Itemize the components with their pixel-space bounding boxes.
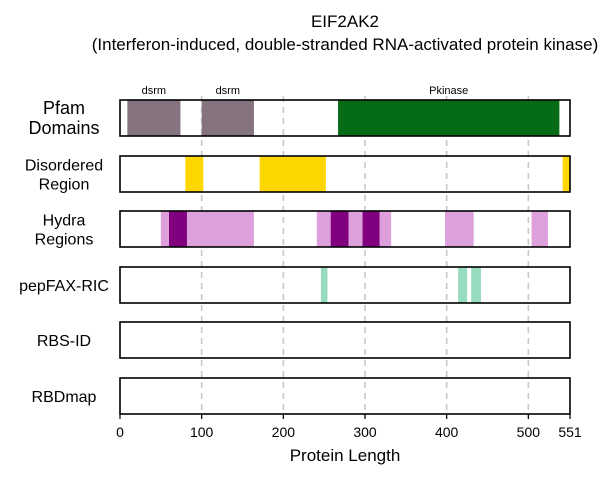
- track-frame: [119, 266, 571, 304]
- row-label: Hydra Regions: [35, 213, 94, 249]
- track-segment: [201, 100, 254, 136]
- track-segment: [531, 211, 548, 247]
- domain-label: dsrm: [142, 85, 166, 97]
- track-frame: [119, 321, 571, 359]
- track-frame: [119, 377, 571, 415]
- track-frame: [119, 155, 571, 193]
- track-segment: [338, 100, 560, 136]
- track-row: RBS-ID: [37, 321, 571, 359]
- track-row: pepFAX-RIC: [19, 266, 571, 304]
- track-segment: [186, 211, 254, 247]
- chart-title: EIF2AK2: [311, 12, 379, 31]
- track-segment: [471, 267, 481, 303]
- track-row: dsrm dsrm Pkinase Pfam Domains: [28, 85, 571, 138]
- track-segment: [562, 156, 570, 192]
- x-tick-label: 551: [558, 424, 582, 440]
- x-tick-label: 500: [517, 424, 541, 440]
- domain-label: Pkinase: [429, 85, 468, 97]
- track-segment: [160, 211, 170, 247]
- track-segment: [348, 211, 363, 247]
- track-frame: [119, 210, 571, 248]
- track-frame: [119, 99, 571, 137]
- x-axis: 0 100 200 300 400 500 551: [116, 414, 582, 440]
- row-label: Disordered Region: [25, 158, 103, 194]
- track-segment: [445, 211, 474, 247]
- track-row: Hydra Regions: [35, 210, 571, 249]
- track-segment: [259, 156, 326, 192]
- track-segment: [316, 211, 331, 247]
- row-label: pepFAX-RIC: [19, 278, 109, 295]
- domain-label: dsrm: [216, 85, 240, 97]
- x-tick-label: 100: [190, 424, 214, 440]
- row-label: RBDmap: [32, 389, 97, 406]
- track-segment: [185, 156, 204, 192]
- x-tick-label: 0: [116, 424, 124, 440]
- row-label: Pfam Domains: [28, 98, 99, 138]
- track-segment: [362, 211, 380, 247]
- track-segment: [169, 211, 187, 247]
- x-tick-label: 300: [353, 424, 377, 440]
- track-segment: [379, 211, 392, 247]
- track-segment: [458, 267, 468, 303]
- x-tick-label: 200: [272, 424, 296, 440]
- chart-subtitle: (Interferon-induced, double-stranded RNA…: [92, 35, 599, 54]
- rows-layer: dsrm dsrm Pkinase Pfam Domains Disordered Regi…: [19, 85, 571, 415]
- track-row: Disordered Region: [25, 155, 571, 194]
- x-tick-label: 400: [435, 424, 459, 440]
- grid-layer: [200, 96, 530, 418]
- track-segment: [127, 100, 181, 136]
- track-segment: [330, 211, 349, 247]
- x-axis-label: Protein Length: [290, 446, 401, 465]
- track-row: RBDmap: [32, 377, 571, 415]
- track-segment: [320, 267, 328, 303]
- row-label: RBS-ID: [37, 333, 91, 350]
